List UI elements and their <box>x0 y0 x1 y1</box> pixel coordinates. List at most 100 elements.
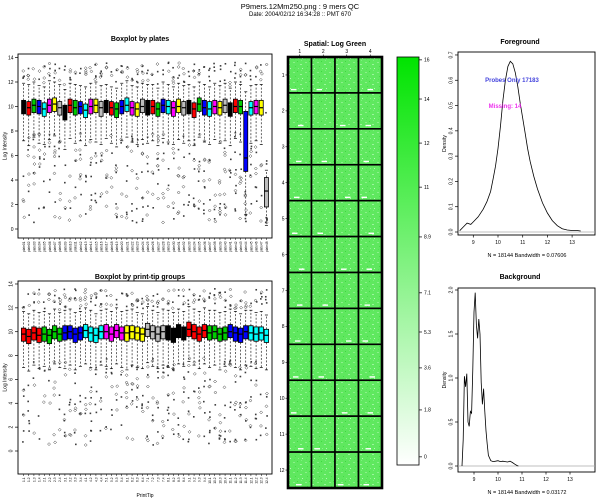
box-and-whisker <box>41 64 47 209</box>
svg-text:8: 8 <box>9 354 15 357</box>
svg-text:plate07: plate07 <box>53 241 57 252</box>
box-and-whisker <box>170 288 177 436</box>
svg-text:6.4: 6.4 <box>141 477 145 482</box>
svg-text:2: 2 <box>282 109 285 115</box>
box-and-whisker <box>62 288 68 438</box>
svg-text:3: 3 <box>282 145 285 151</box>
box-and-whisker <box>119 292 125 426</box>
svg-text:plate42: plate42 <box>234 241 238 252</box>
svg-text:4: 4 <box>369 49 372 55</box>
box-and-whisker <box>62 65 68 210</box>
svg-text:0.4: 0.4 <box>449 127 455 134</box>
spatial-cell <box>310 343 336 382</box>
svg-text:10: 10 <box>280 396 285 402</box>
spatial-cell <box>357 199 383 238</box>
box-and-whisker <box>232 303 239 444</box>
box-and-whisker <box>248 302 254 429</box>
background-density-canvas: 0.0 0.5 1.0 1.5 2.0 9 10 11 12 13 Density <box>442 286 596 483</box>
svg-text:plate01: plate01 <box>22 241 26 252</box>
spatial-cell <box>310 307 336 346</box>
svg-text:plate33: plate33 <box>187 241 191 252</box>
box-and-whisker <box>82 287 89 447</box>
box-and-whisker <box>227 287 233 443</box>
svg-text:5.3: 5.3 <box>115 477 119 482</box>
box-and-whisker <box>207 67 212 222</box>
svg-text:6: 6 <box>9 378 15 381</box>
svg-text:plate36: plate36 <box>203 241 207 252</box>
svg-text:plate31: plate31 <box>177 241 181 252</box>
box-and-whisker <box>155 293 161 446</box>
box-and-whisker <box>217 291 223 440</box>
svg-text:9.4: 9.4 <box>203 477 207 482</box>
svg-text:plate13: plate13 <box>84 241 88 252</box>
box-and-whisker <box>175 289 182 439</box>
svg-text:Log Intensity: Log Intensity <box>3 363 9 392</box>
svg-text:5.1: 5.1 <box>105 477 109 482</box>
svg-text:plate35: plate35 <box>198 241 202 252</box>
box-and-whisker <box>160 297 166 440</box>
svg-text:1.8: 1.8 <box>424 408 431 414</box>
box-and-whisker <box>67 67 73 222</box>
box-and-whisker <box>176 61 182 216</box>
svg-text:4: 4 <box>11 178 14 184</box>
svg-text:1.4: 1.4 <box>37 477 41 482</box>
spatial-cell <box>287 307 313 346</box>
svg-text:11.1: 11.1 <box>229 477 233 483</box>
svg-text:6.3: 6.3 <box>136 477 140 482</box>
spatial-cell <box>310 163 336 202</box>
box-and-whisker <box>78 67 83 218</box>
svg-text:plate47: plate47 <box>260 241 264 252</box>
box-and-whisker <box>134 67 140 224</box>
svg-text:12.1: 12.1 <box>249 477 253 483</box>
spatial-cell <box>357 271 383 310</box>
svg-text:1: 1 <box>298 49 301 55</box>
box-and-whisker <box>36 288 42 440</box>
svg-text:plate39: plate39 <box>218 241 222 252</box>
svg-text:Density: Density <box>442 135 448 152</box>
svg-text:0.6: 0.6 <box>449 77 455 84</box>
printtip-x-axis-label: PrintTip <box>136 493 154 499</box>
box-and-whisker <box>248 69 254 215</box>
svg-text:1: 1 <box>282 73 285 79</box>
box-and-whisker <box>253 288 259 441</box>
svg-text:plate27: plate27 <box>156 241 160 252</box>
box-and-whisker <box>150 72 156 209</box>
svg-text:2: 2 <box>9 426 15 429</box>
svg-text:plate34: plate34 <box>192 241 196 252</box>
box-and-whisker <box>155 62 161 201</box>
svg-text:Log Intensity: Log Intensity <box>3 131 9 160</box>
svg-text:4: 4 <box>282 181 285 187</box>
spatial-cell <box>287 451 313 489</box>
boxplot-plates-title: Boxplot by plates <box>110 36 170 43</box>
svg-text:2: 2 <box>322 49 325 55</box>
box-and-whisker <box>57 297 63 432</box>
svg-text:11.4: 11.4 <box>244 477 248 483</box>
svg-text:plate38: plate38 <box>213 241 217 252</box>
box-and-whisker <box>103 288 109 431</box>
svg-text:12: 12 <box>8 80 14 86</box>
spatial-cell <box>287 163 313 202</box>
svg-text:9: 9 <box>472 240 475 246</box>
box-and-whisker <box>145 69 150 217</box>
svg-text:10: 10 <box>8 104 14 110</box>
svg-text:10.1: 10.1 <box>208 477 212 483</box>
svg-text:12: 12 <box>9 305 15 311</box>
box-and-whisker <box>129 291 135 442</box>
svg-text:4.2: 4.2 <box>89 477 93 482</box>
svg-text:0: 0 <box>9 449 15 452</box>
svg-text:2: 2 <box>11 202 14 208</box>
box-and-whisker <box>72 288 78 446</box>
color-scale-panel: 16 14 12 11 8.9 7.1 5.3 3.6 1.8 0 <box>395 30 440 500</box>
svg-text:11.2: 11.2 <box>234 477 238 483</box>
svg-text:4.3: 4.3 <box>94 477 98 482</box>
svg-text:plate10: plate10 <box>68 241 72 252</box>
probes-only-annotation: Probes Only 17183 <box>485 78 539 84</box>
box-and-whisker <box>113 298 120 412</box>
box-and-whisker <box>108 293 115 431</box>
svg-text:8.3: 8.3 <box>177 477 181 482</box>
box-and-whisker <box>114 67 120 219</box>
spatial-cell <box>310 92 336 130</box>
box-and-whisker <box>196 295 202 438</box>
